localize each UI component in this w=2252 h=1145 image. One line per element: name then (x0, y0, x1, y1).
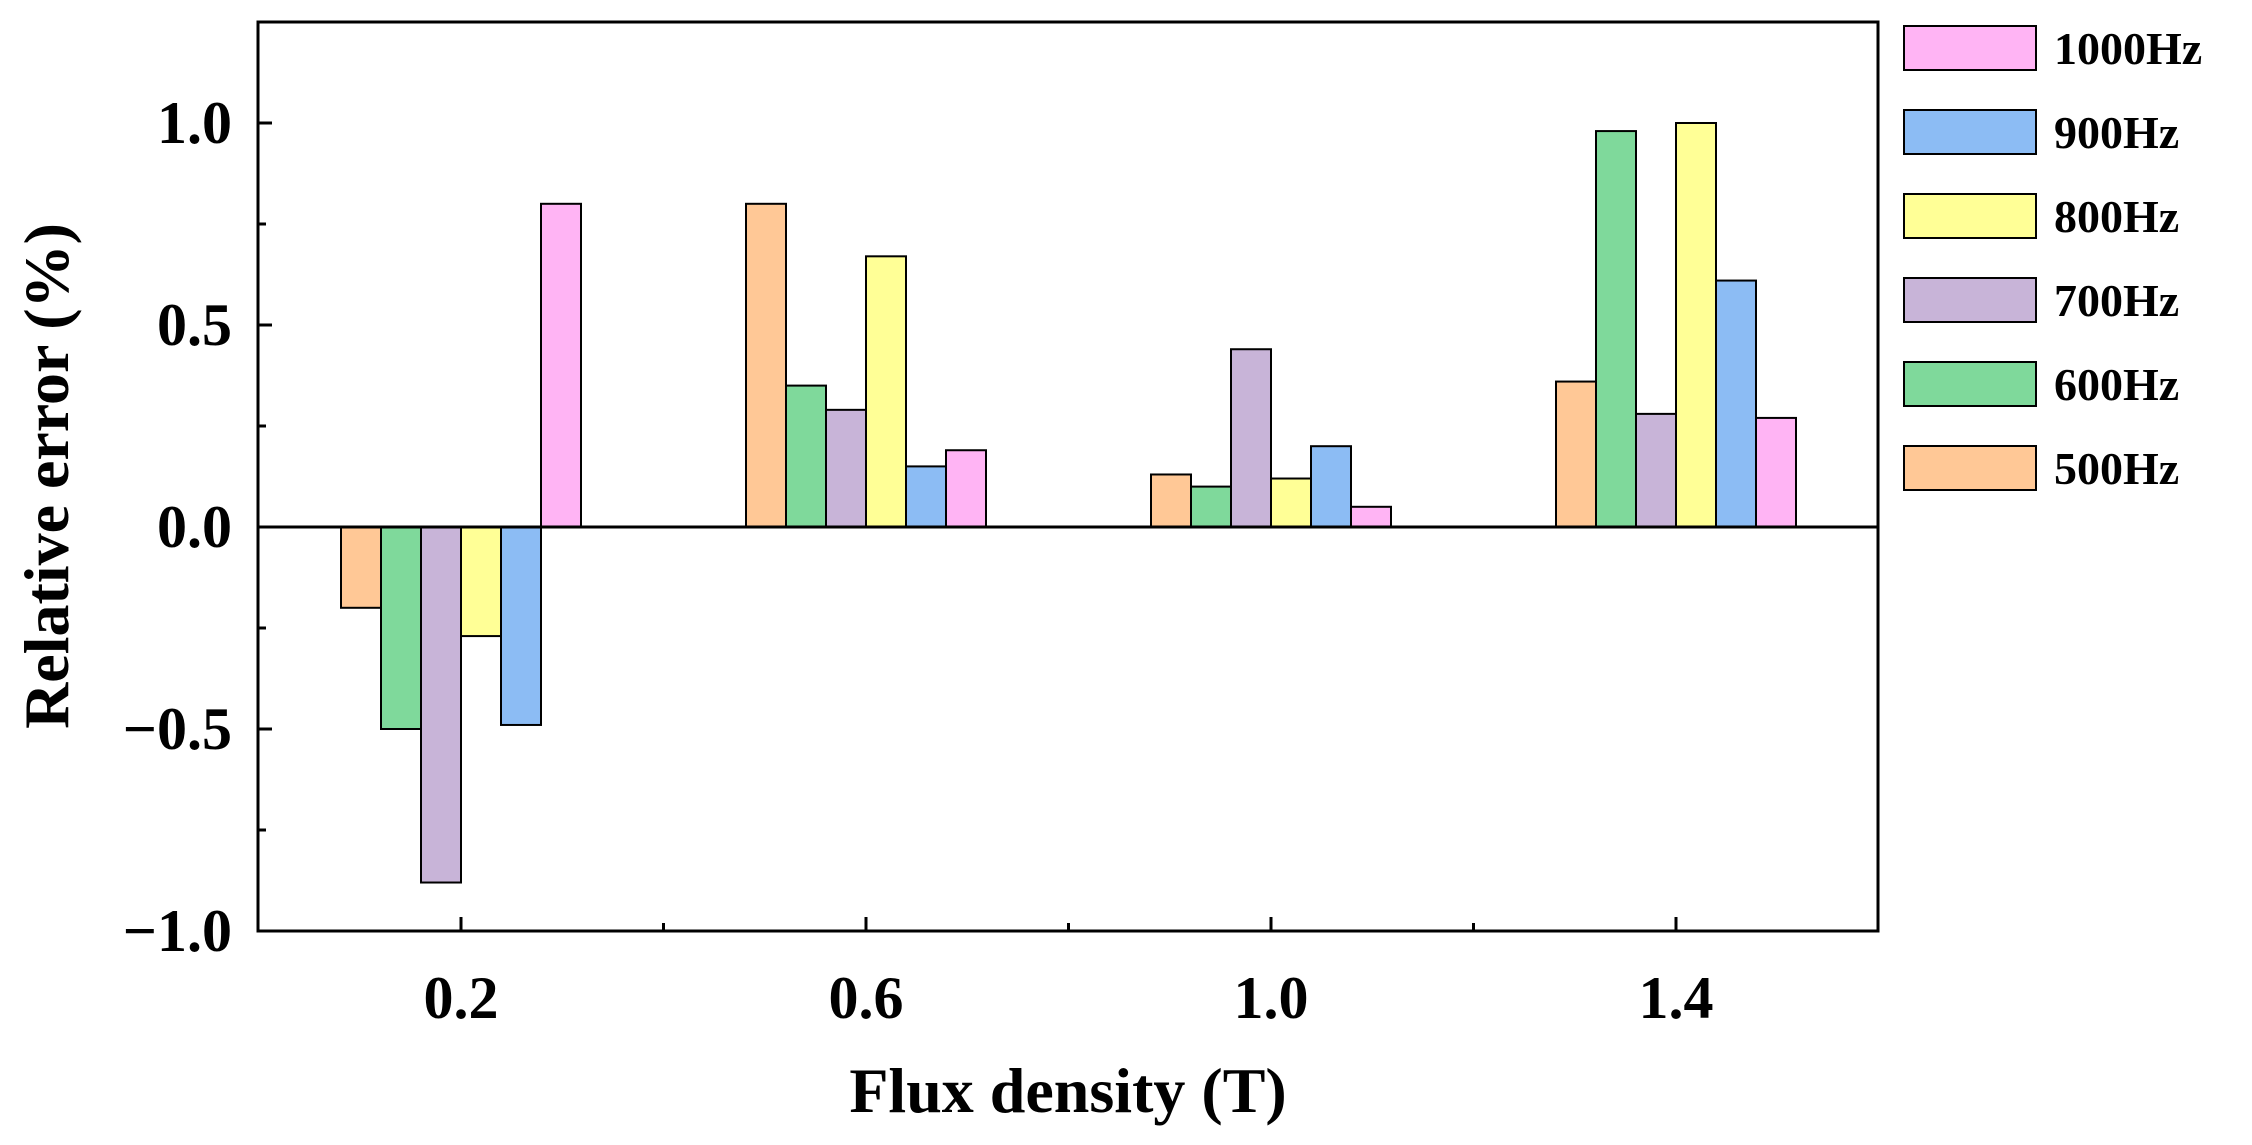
bar-800Hz-1.4 (1675, 122, 1717, 528)
legend-label-1000Hz: 1000Hz (2054, 23, 2202, 74)
bar-600Hz-1.4 (1595, 130, 1637, 529)
legend-label-700Hz: 700Hz (2054, 275, 2179, 326)
bar-600Hz-0.6 (785, 384, 827, 528)
bar-1000Hz-1.4 (1755, 416, 1797, 529)
legend-label-600Hz: 600Hz (2054, 359, 2179, 410)
x-tick-label: 0.6 (829, 965, 904, 1031)
x-axis-title: Flux density (T) (849, 1055, 1286, 1126)
x-tick-label: 1.4 (1639, 965, 1714, 1031)
x-tick-label: 1.0 (1234, 965, 1309, 1031)
legend-label-900Hz: 900Hz (2054, 107, 2179, 158)
y-tick-label: −0.5 (123, 696, 232, 762)
bar-800Hz-0.2 (460, 526, 502, 638)
bar-900Hz-0.2 (500, 526, 542, 726)
bar-700Hz-0.2 (420, 526, 462, 884)
y-tick-label: 0.0 (157, 494, 232, 560)
legend-swatch-600Hz (1903, 361, 2037, 407)
legend-swatch-800Hz (1903, 193, 2037, 239)
bar-700Hz-1.4 (1635, 412, 1677, 529)
bar-700Hz-0.6 (825, 408, 867, 528)
x-tick-label: 0.2 (424, 965, 499, 1031)
bar-700Hz-1.0 (1230, 348, 1272, 528)
legend-label-500Hz: 500Hz (2054, 443, 2179, 494)
bar-500Hz-0.6 (745, 202, 787, 529)
bar-900Hz-1.4 (1715, 279, 1757, 528)
y-tick-label: 1.0 (157, 90, 232, 156)
legend-swatch-700Hz (1903, 277, 2037, 323)
bar-600Hz-0.2 (380, 526, 422, 730)
bar-500Hz-0.2 (340, 526, 382, 609)
legend-swatch-900Hz (1903, 109, 2037, 155)
legend-swatch-1000Hz (1903, 25, 2037, 71)
bar-500Hz-1.0 (1150, 473, 1192, 529)
bar-900Hz-1.0 (1310, 445, 1352, 529)
bar-800Hz-0.6 (865, 255, 907, 528)
x-axis: 0.2 0.6 1.0 1.4 (424, 917, 1714, 1031)
y-axis-title: Relative error (%) (11, 223, 82, 729)
bar-600Hz-1.0 (1190, 485, 1232, 529)
bar-500Hz-1.4 (1555, 380, 1597, 528)
bar-1000Hz-0.2 (540, 202, 582, 529)
legend-label-800Hz: 800Hz (2054, 191, 2179, 242)
bar-1000Hz-1.0 (1350, 505, 1392, 528)
bar-800Hz-1.0 (1270, 477, 1312, 528)
y-tick-label: −1.0 (123, 898, 232, 964)
bar-900Hz-0.6 (905, 465, 947, 528)
bars-group (340, 122, 1797, 884)
bar-1000Hz-0.6 (945, 449, 987, 528)
y-axis: −1.0 −0.5 0.0 0.5 1.0 (123, 90, 272, 964)
y-tick-label: 0.5 (157, 292, 232, 358)
legend: 1000Hz 900Hz 800Hz 700Hz 600Hz 500Hz (1903, 23, 2202, 494)
legend-swatch-500Hz (1903, 445, 2037, 491)
